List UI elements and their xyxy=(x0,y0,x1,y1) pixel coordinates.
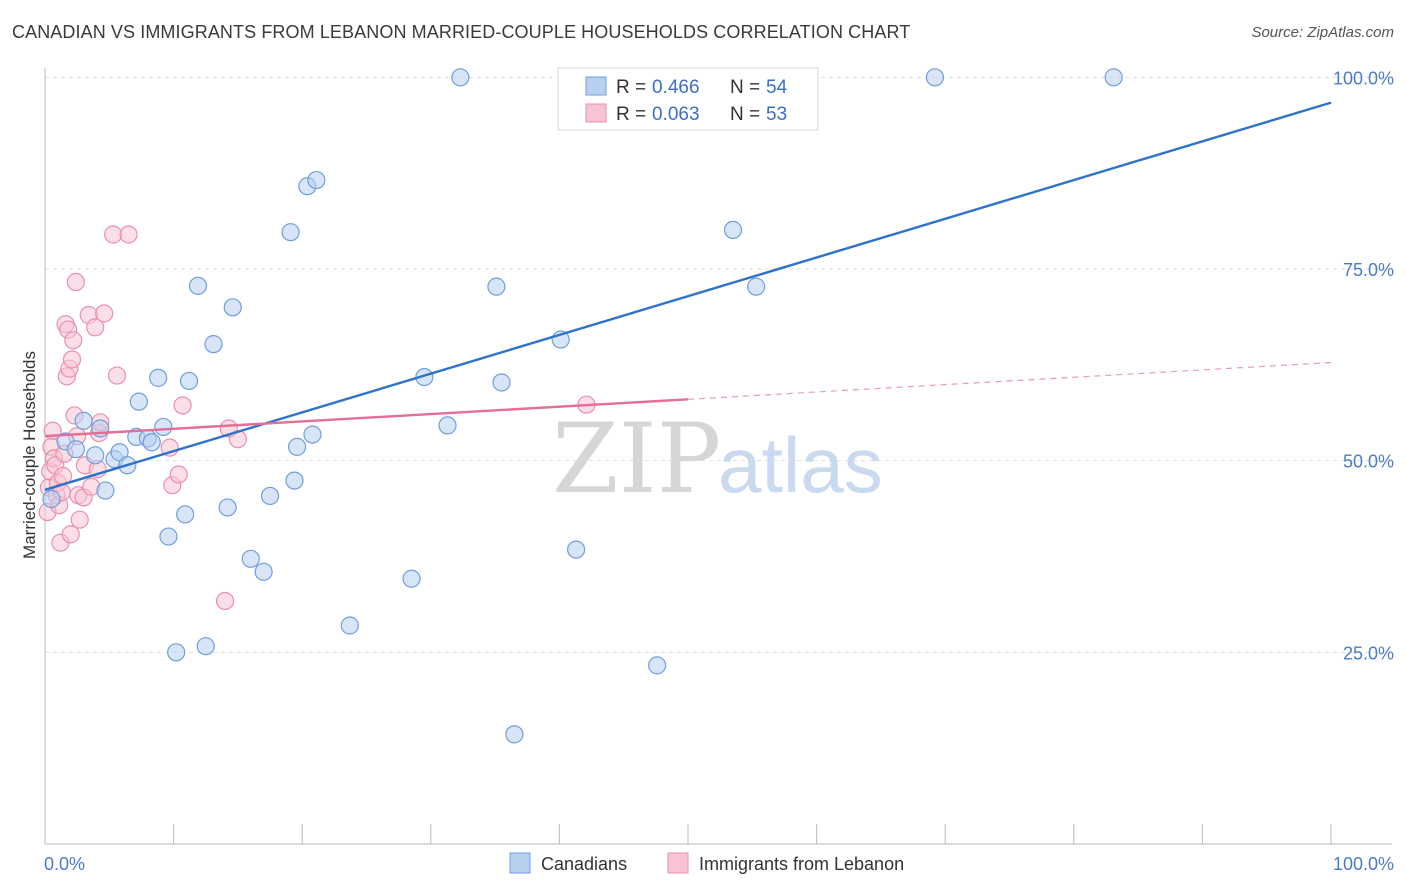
series-legend-swatch-canadians xyxy=(509,852,531,874)
canadians-point xyxy=(159,527,178,546)
y-tick-labels: 25.0% 50.0% 75.0% 100.0% xyxy=(1333,68,1394,663)
lebanon-trend-line-extrapolated xyxy=(687,361,1332,400)
canadians-point xyxy=(167,643,186,662)
canadians-point xyxy=(204,335,223,354)
canadians-trend-line xyxy=(44,101,1332,491)
canadians-point xyxy=(129,392,148,411)
canadians-point xyxy=(86,446,105,465)
canadians-point xyxy=(142,433,161,452)
canadians-point xyxy=(179,371,199,391)
series-legend-canadians: Canadians xyxy=(541,854,627,874)
lebanon-point xyxy=(66,272,85,292)
canadians-point xyxy=(438,416,457,435)
series-legend-lebanon: Immigrants from Lebanon xyxy=(699,854,904,874)
lebanon-point xyxy=(104,225,123,244)
x-tick-label-max: 100.0% xyxy=(1333,854,1394,874)
lebanon-point xyxy=(173,396,192,415)
canadians-point xyxy=(340,616,359,635)
canadians-point xyxy=(925,68,945,87)
canadians-point xyxy=(74,411,93,430)
y-axis-title: Married-couple Households xyxy=(20,351,39,559)
canadians-point xyxy=(42,489,61,509)
lebanon-point xyxy=(86,318,105,337)
canadians-point xyxy=(149,368,168,387)
lebanon-point xyxy=(70,510,89,529)
grid-lines xyxy=(45,76,1392,653)
canadians-point xyxy=(196,637,215,656)
legend-r-label: R = xyxy=(616,104,646,125)
canadians-point xyxy=(154,417,173,437)
canadians-point xyxy=(747,277,766,296)
lebanon-point xyxy=(215,591,235,611)
watermark: ZIP atlas xyxy=(552,403,883,515)
canadians-point xyxy=(567,540,586,559)
canadians-point xyxy=(505,725,524,744)
canadians-point xyxy=(260,486,280,506)
lebanon-point xyxy=(107,366,127,385)
legend-n-value-blue: 54 xyxy=(766,77,788,98)
chart-title: CANADIAN VS IMMIGRANTS FROM LEBANON MARR… xyxy=(12,22,911,42)
canadians-point xyxy=(96,481,115,500)
legend-swatch-blue xyxy=(585,76,607,96)
y-tick-label: 75.0% xyxy=(1343,260,1394,280)
canadians-point xyxy=(648,656,667,675)
lebanon-point xyxy=(119,225,138,244)
canadians-point xyxy=(285,471,304,490)
lebanon-point xyxy=(169,465,188,484)
canadians-point xyxy=(188,276,208,295)
x-tick-labels: 0.0% 100.0% xyxy=(44,854,1394,874)
canadians-point xyxy=(492,373,511,392)
y-tick-label: 25.0% xyxy=(1343,643,1394,663)
canadians-point xyxy=(451,68,470,87)
y-tick-label: 50.0% xyxy=(1343,452,1394,472)
canadians-point xyxy=(1104,68,1123,87)
lebanon-point xyxy=(95,304,114,323)
source-label: Source: ZipAtlas.com xyxy=(1251,24,1394,41)
legend-n-value-pink: 53 xyxy=(766,104,787,125)
watermark-zip: ZIP xyxy=(552,403,721,515)
legend-n-label: N = xyxy=(730,77,760,98)
watermark-atlas: atlas xyxy=(718,421,883,509)
series-legend-swatch-lebanon xyxy=(667,852,689,874)
legend-r-value-blue: 0.466 xyxy=(652,77,700,98)
canadians-point xyxy=(287,437,307,456)
legend-n-label: N = xyxy=(730,104,760,125)
canadians-point xyxy=(66,440,85,459)
lebanon-point xyxy=(61,525,80,544)
y-tick-label: 100.0% xyxy=(1333,68,1394,88)
canadians-point xyxy=(218,498,237,517)
canadians-point xyxy=(241,549,260,568)
canadians-point xyxy=(307,170,326,190)
legend-swatch-pink xyxy=(585,103,607,123)
canadians-point xyxy=(176,505,195,524)
legend-r-value-pink: 0.063 xyxy=(652,104,700,125)
canadians-point xyxy=(723,220,743,239)
canadians-point xyxy=(281,223,300,242)
canadians-point xyxy=(254,562,273,581)
canadians-point xyxy=(223,298,242,317)
canadians-point xyxy=(487,277,506,296)
correlation-legend: R = 0.466 N = 54 R = 0.063 N = 53 xyxy=(557,67,819,131)
lebanon-point xyxy=(62,350,82,369)
axes xyxy=(44,68,1392,845)
lebanon-trend-line xyxy=(44,398,689,438)
lebanon-point xyxy=(64,331,83,350)
series-legend: Canadians Immigrants from Lebanon xyxy=(509,852,904,874)
x-tick-label-min: 0.0% xyxy=(44,854,85,874)
data-points xyxy=(38,68,1123,744)
canadians-point xyxy=(303,425,322,444)
legend-r-label: R = xyxy=(616,77,646,98)
trend-lines xyxy=(44,101,1332,491)
canadians-point xyxy=(402,569,421,588)
